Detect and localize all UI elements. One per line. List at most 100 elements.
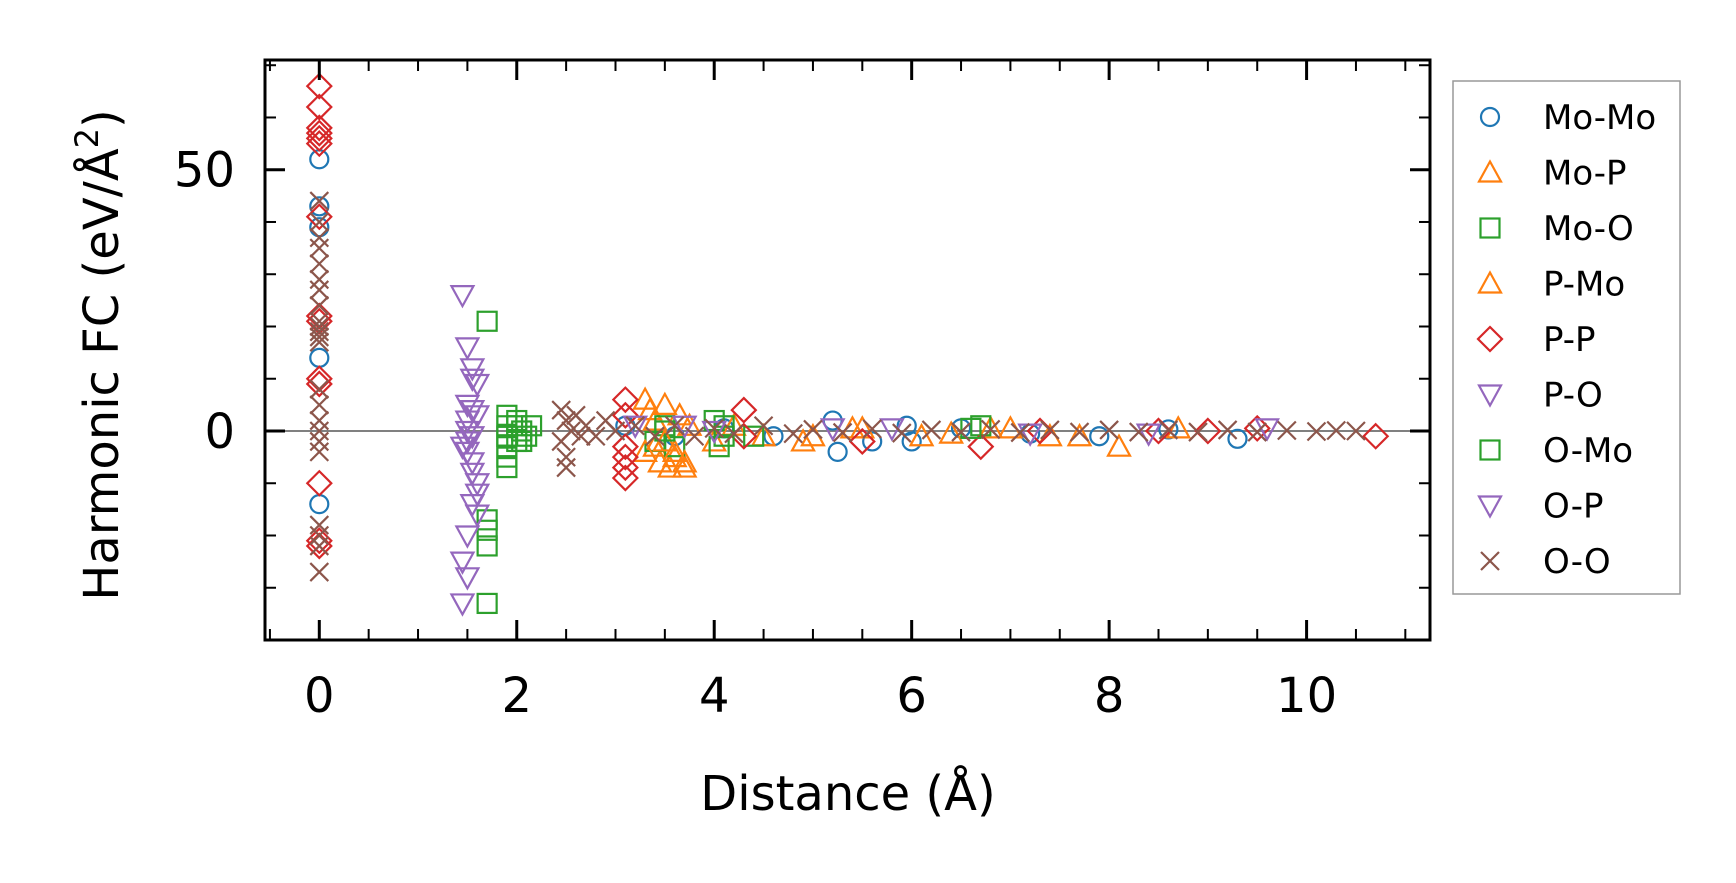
- legend-marker-p-mo: [1477, 270, 1503, 294]
- data-point-o-o: [862, 419, 882, 439]
- data-point-o-o: [309, 191, 330, 211]
- data-point-o-o: [551, 431, 571, 452]
- data-point-p-p: [1194, 417, 1222, 445]
- data-point-o-o: [1346, 421, 1366, 441]
- data-point-p-p: [967, 433, 995, 461]
- legend-marker-p-o: [1477, 384, 1503, 408]
- data-point-o-mo: [506, 415, 528, 437]
- data-point-o-o: [605, 421, 626, 441]
- data-point-p-p: [730, 396, 758, 424]
- data-point-p-p: [305, 124, 333, 152]
- x-tick-label: 6: [896, 668, 927, 724]
- data-point-o-o: [1247, 422, 1267, 442]
- data-point-o-o: [309, 238, 330, 258]
- data-point-mo-o: [476, 310, 498, 332]
- legend-items: Mo-Mo Mo-P Mo-O P-Mo P-P P-O O-Mo O-P O-O: [1476, 98, 1656, 582]
- legend-label-o-p: O-P: [1543, 487, 1603, 527]
- data-point-p-p: [611, 386, 639, 414]
- data-point-o-o: [556, 447, 576, 467]
- legend-label-p-p: P-P: [1543, 320, 1596, 360]
- data-point-p-p: [305, 114, 333, 142]
- data-point-o-o: [1128, 422, 1149, 442]
- data-point-p-mo: [632, 438, 658, 462]
- data-point-o-o: [645, 426, 665, 446]
- legend-marker-mo-o: [1479, 217, 1501, 239]
- data-point-mo-o: [476, 535, 498, 557]
- series-o-mo: [496, 415, 982, 453]
- data-point-o-o: [892, 423, 912, 443]
- data-point-o-o: [556, 457, 576, 478]
- data-point-p-p: [305, 119, 333, 147]
- data-point-o-o: [704, 418, 724, 439]
- legend-item-o-mo: O-Mo: [1479, 431, 1633, 471]
- data-point-mo-mo: [901, 431, 922, 452]
- data-point-p-o: [1017, 423, 1044, 447]
- data-point-mo-mo: [309, 494, 330, 515]
- data-point-o-o: [1217, 420, 1238, 440]
- legend-marker-mo-p: [1477, 159, 1503, 183]
- legend-label-o-mo: O-Mo: [1543, 431, 1633, 471]
- data-point-mo-o: [743, 425, 765, 447]
- data-point-o-p: [459, 426, 486, 450]
- data-point-p-p: [611, 401, 639, 429]
- data-point-o-o: [783, 423, 803, 444]
- data-point-p-o: [449, 593, 476, 617]
- legend-label-p-o: P-O: [1543, 376, 1603, 416]
- data-point-o-p: [701, 420, 728, 445]
- data-point-o-o: [309, 327, 330, 347]
- data-point-p-mo: [938, 420, 965, 444]
- data-point-mo-mo: [827, 441, 848, 462]
- data-point-o-o: [309, 431, 330, 452]
- data-point-p-p: [1362, 422, 1390, 450]
- legend-marker-o-o: [1480, 551, 1500, 571]
- data-point-o-o: [832, 422, 853, 443]
- data-point-mo-o: [496, 456, 518, 479]
- legend-item-p-mo: P-Mo: [1477, 265, 1625, 305]
- legend-marker-mo-mo: [1479, 106, 1501, 128]
- data-point-o-o: [309, 410, 330, 431]
- data-point-o-p: [464, 405, 491, 429]
- legend-marker-o-mo: [1479, 439, 1501, 461]
- data-point-p-o: [464, 373, 491, 398]
- data-point-p-p: [848, 427, 876, 455]
- data-point-o-o: [309, 280, 330, 300]
- data-point-o-o: [556, 410, 576, 431]
- data-markers: [305, 72, 1390, 617]
- data-point-p-o: [454, 525, 481, 549]
- data-point-mo-p: [1165, 415, 1192, 439]
- data-point-o-o: [309, 515, 330, 535]
- data-point-p-p: [305, 469, 333, 497]
- data-point-p-mo: [661, 438, 688, 462]
- data-point-p-o: [454, 337, 481, 361]
- x-axis-label: Distance (Å): [700, 765, 995, 822]
- axis-ticks: [265, 60, 1430, 641]
- x-tick-label: 4: [699, 668, 730, 724]
- legend-marker-p-p: [1476, 325, 1504, 353]
- data-point-p-p: [611, 454, 639, 482]
- y-tick-label: 50: [174, 143, 235, 199]
- data-point-o-p: [622, 415, 649, 440]
- data-point-o-o: [309, 295, 330, 316]
- data-point-o-o: [1277, 420, 1297, 441]
- data-point-p-p: [305, 72, 333, 100]
- data-point-o-o: [309, 536, 330, 556]
- data-point-o-o: [309, 442, 330, 462]
- y-axis-label: Harmonic FC (eV/Å2): [68, 109, 130, 601]
- data-point-p-o: [454, 567, 481, 591]
- data-point-o-o: [309, 379, 330, 399]
- data-point-o-o: [309, 395, 330, 415]
- data-point-p-mo: [849, 415, 876, 439]
- legend-label-mo-o: Mo-O: [1543, 209, 1634, 249]
- data-point-mo-mo: [309, 149, 330, 170]
- data-point-o-o: [951, 422, 971, 442]
- data-point-p-o: [449, 551, 476, 575]
- data-point-o-o: [1069, 422, 1090, 442]
- data-point-o-o: [1010, 422, 1031, 443]
- data-point-o-o: [684, 426, 705, 446]
- data-point-o-o: [309, 562, 330, 582]
- data-point-o-o: [1326, 420, 1346, 441]
- data-point-mo-mo: [1089, 426, 1110, 447]
- data-point-o-o: [309, 227, 330, 248]
- data-point-o-o: [753, 415, 774, 436]
